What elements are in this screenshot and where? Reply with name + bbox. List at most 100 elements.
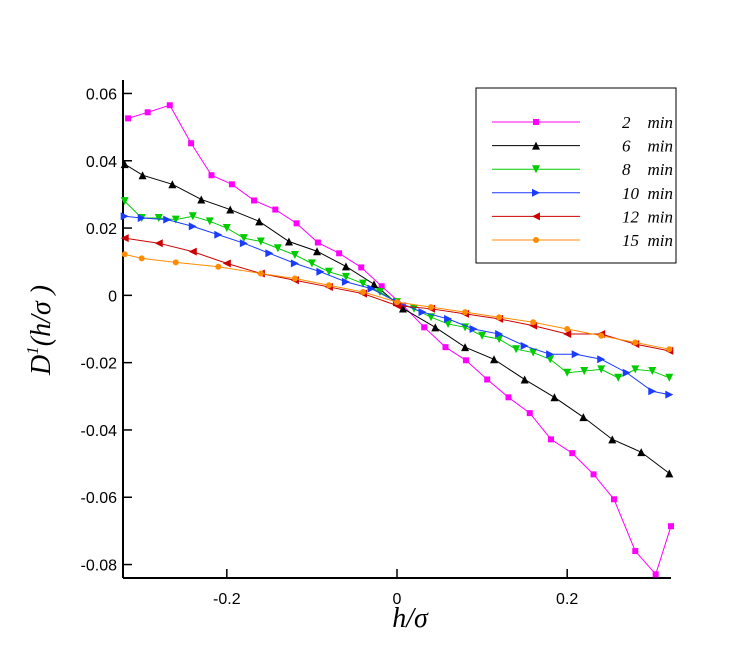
data-point bbox=[208, 172, 215, 179]
data-point bbox=[358, 279, 367, 288]
data-point bbox=[529, 348, 538, 357]
data-point bbox=[290, 250, 299, 259]
x-tick-label: 0 bbox=[393, 591, 402, 608]
data-point bbox=[239, 234, 248, 243]
data-point bbox=[478, 331, 487, 340]
data-point bbox=[313, 247, 322, 256]
data-point bbox=[652, 571, 659, 578]
data-point bbox=[120, 234, 129, 243]
data-point bbox=[168, 180, 177, 189]
data-point bbox=[375, 287, 384, 296]
data-point bbox=[188, 212, 197, 221]
x-tick-label: 0.2 bbox=[556, 591, 578, 608]
data-point bbox=[341, 277, 350, 286]
data-point bbox=[163, 215, 172, 224]
data-point bbox=[367, 284, 376, 293]
data-point bbox=[215, 263, 222, 270]
y-label-sup: 1 bbox=[23, 346, 42, 355]
data-point bbox=[197, 195, 206, 204]
data-point bbox=[563, 368, 572, 377]
data-point bbox=[469, 325, 478, 333]
y-axis-label: D1(h/σ ) bbox=[23, 285, 57, 376]
data-point bbox=[484, 376, 491, 383]
data-point bbox=[214, 230, 223, 239]
data-point bbox=[490, 355, 499, 364]
data-point bbox=[637, 448, 646, 457]
legend-label: 12 min bbox=[622, 207, 673, 226]
data-point bbox=[495, 335, 504, 344]
legend-marker bbox=[532, 165, 540, 174]
data-point bbox=[138, 255, 145, 262]
data-point bbox=[622, 368, 631, 377]
data-point bbox=[550, 393, 559, 402]
data-point bbox=[293, 220, 300, 227]
legend-box bbox=[475, 87, 677, 264]
y-tick-label: 0.06 bbox=[86, 86, 117, 103]
data-point bbox=[631, 365, 640, 374]
data-point bbox=[648, 367, 657, 376]
legend-marker bbox=[532, 212, 540, 221]
data-point bbox=[442, 344, 449, 351]
y-label-base: D bbox=[26, 355, 57, 376]
data-point bbox=[284, 237, 293, 246]
data-point bbox=[188, 247, 197, 256]
data-point bbox=[579, 413, 588, 422]
data-point bbox=[222, 259, 231, 268]
data-point bbox=[324, 267, 333, 276]
data-point bbox=[548, 436, 555, 443]
data-point bbox=[665, 373, 674, 382]
y-tick-label: -0.04 bbox=[81, 423, 118, 440]
data-point bbox=[564, 326, 571, 332]
legend-label: 8 min bbox=[622, 160, 673, 179]
data-point bbox=[120, 197, 129, 206]
data-point bbox=[608, 435, 617, 444]
data-point bbox=[370, 280, 379, 289]
data-point bbox=[632, 548, 639, 555]
data-point bbox=[316, 267, 325, 276]
data-point bbox=[444, 319, 453, 328]
data-point bbox=[307, 259, 316, 268]
data-point bbox=[665, 469, 674, 478]
data-point bbox=[610, 496, 617, 503]
data-point bbox=[665, 390, 674, 399]
legend-marker bbox=[532, 188, 540, 197]
data-point bbox=[226, 205, 235, 214]
data-point bbox=[251, 197, 258, 204]
data-point bbox=[358, 264, 365, 271]
data-point bbox=[462, 309, 469, 316]
data-point bbox=[632, 339, 639, 346]
y-tick-label: 0.04 bbox=[86, 154, 117, 171]
data-point bbox=[291, 275, 298, 282]
data-point bbox=[394, 299, 400, 306]
data-point bbox=[505, 394, 512, 401]
data-point bbox=[188, 222, 197, 231]
data-point bbox=[431, 323, 440, 332]
series-line bbox=[124, 163, 670, 474]
data-point bbox=[154, 239, 163, 248]
data-point bbox=[138, 171, 147, 180]
data-point bbox=[597, 355, 606, 364]
data-point bbox=[571, 350, 580, 359]
data-point bbox=[325, 282, 332, 289]
legend-label: 6 min bbox=[622, 137, 673, 156]
data-point bbox=[495, 330, 504, 339]
data-point bbox=[125, 115, 132, 122]
y-tick-label: 0.02 bbox=[86, 221, 117, 238]
legend-label: 10 min bbox=[622, 184, 673, 203]
data-point bbox=[580, 367, 589, 376]
data-point bbox=[228, 181, 235, 188]
data-point bbox=[666, 346, 673, 353]
data-point bbox=[520, 341, 529, 350]
data-point bbox=[598, 332, 605, 339]
data-point bbox=[256, 237, 265, 246]
data-point bbox=[341, 262, 350, 271]
data-point bbox=[590, 471, 597, 478]
x-tick-label: -0.2 bbox=[213, 591, 241, 608]
data-point bbox=[171, 215, 180, 224]
data-point bbox=[546, 350, 555, 359]
data-point bbox=[205, 217, 214, 226]
data-point bbox=[421, 324, 428, 331]
data-point bbox=[462, 357, 469, 364]
data-point bbox=[222, 224, 231, 233]
